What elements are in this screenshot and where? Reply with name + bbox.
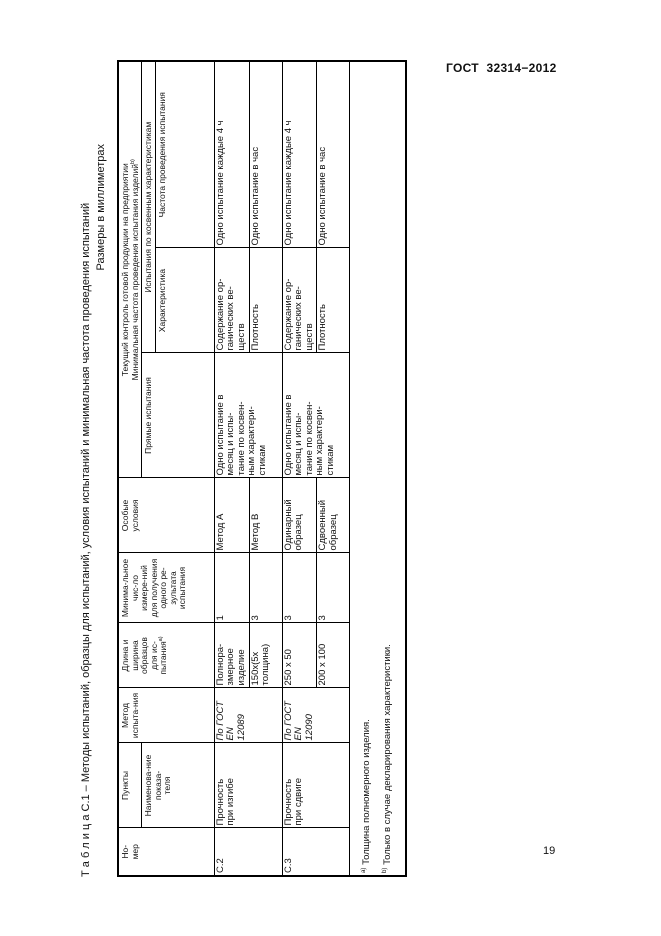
cell-indicator-name: Прочность при изгибе [214,743,282,828]
table-row: С.2 Прочность при изгибе По ГОСТ EN 1208… [214,61,282,876]
rotated-table-block: Т а б л и ц а С.1 – Методы испытаний, об… [78,60,407,877]
col-header-characteristic: Характеристика [155,248,214,353]
cell-special-conditions: Одинарный образец [282,478,317,553]
cell-characteristic: Содержание ор- ганических ве- ществ [282,248,317,353]
col-header-test-method: Метод испыта-ния [118,688,214,743]
footnote-b: b) Только в случае декларирования характ… [380,64,394,873]
test-methods-table: Но- мер Пункты Метод испыта-ния Длина и … [117,60,407,877]
cell-min-measurements: 3 [282,553,317,623]
cell-characteristic: Плотность [316,248,350,353]
cell-specimen-size: 200 х 100 [316,623,350,688]
cell-min-measurements: 1 [214,553,249,623]
units-note: Размеры в миллиметрах [95,144,107,271]
cell-number: С.2 [214,828,282,876]
production-control-label: Текущий контроль готовой продукции на пр… [120,163,140,381]
col-header-number: Но- мер [118,828,214,876]
cell-test-frequency: Одно испытание каждые 4 ч [282,61,317,248]
footnote-b-marker: b) [380,867,388,873]
cell-specimen-size: 250 х 50 [282,623,317,688]
table-footnotes: а) Толщина полномерного изделия. b) Толь… [349,61,406,876]
cell-number: С.3 [282,828,350,876]
table-row: С.3 Прочность при сдвиге По ГОСТ EN 1209… [282,61,350,876]
cell-test-frequency: Одно испытание в час [249,61,282,248]
table-canvas: Т а б л и ц а С.1 – Методы испытаний, об… [78,60,407,877]
cell-direct-tests: Одно испытание в месяц и испы- тание по … [214,353,282,478]
col-header-test-frequency: Частота проведения испытания [155,61,214,248]
cell-direct-tests: Одно испытание в месяц и испы- тание по … [282,353,350,478]
cell-indicator-name: Прочность при сдвиге [282,743,350,828]
footnote-a-text: Толщина полномерного изделия. [360,719,372,868]
col-header-specimen-size: Длина и ширина образцов для ис- пытанияа… [118,623,214,688]
cell-specimen-size: 150х(5х толщина) [249,623,282,688]
table-title: Т а б л и ц а С.1 – Методы испытаний, об… [80,202,92,877]
cell-characteristic: Плотность [249,248,282,353]
col-header-min-measurements: Минима-льное чис-ло измере-ний для получ… [118,553,214,623]
col-header-indicator-name: Наименова-ние показа- теля [141,743,214,828]
page-number: 19 [543,845,556,857]
cell-characteristic: Содержание ор- ганических ве- ществ [214,248,249,353]
cell-special-conditions: Сдвоенный образец [316,478,350,553]
footnote-a: а) Толщина полномерного изделия. [359,64,373,873]
gost-header: ГОСТ 32314−2012 [446,61,557,75]
footnote-b-text: Только в случае декларирования характери… [381,644,393,868]
col-header-direct-tests: Прямые испытания [141,353,214,478]
col-header-punkty: Пункты [118,743,142,828]
col-header-production-control: Текущий контроль готовой продукции на пр… [118,61,142,478]
cell-special-conditions: Метод А [214,478,249,553]
cell-specimen-size: Полнора- змерное изделие [214,623,249,688]
col-header-special-conditions: Особые условия [118,478,214,553]
col-header-indirect-tests: Испытания по косвенным характеристикам [141,61,155,353]
cell-test-frequency: Одно испытание в час [316,61,350,248]
cell-test-method: По ГОСТ EN 12090 [282,688,350,743]
footnote-ref-a-icon: а) [158,636,165,642]
footnote-a-marker: а) [359,867,367,873]
footnote-ref-b-icon: b) [129,159,136,165]
footnotes-row: а) Толщина полномерного изделия. b) Толь… [349,61,406,876]
specimen-size-label: Длина и ширина образцов для ис- пытания [120,637,168,675]
cell-test-method: По ГОСТ EN 12089 [214,688,282,743]
cell-min-measurements: 3 [316,553,350,623]
cell-special-conditions: Метод В [249,478,282,553]
cell-test-frequency: Одно испытание каждые 4 ч [214,61,249,248]
cell-min-measurements: 3 [249,553,282,623]
